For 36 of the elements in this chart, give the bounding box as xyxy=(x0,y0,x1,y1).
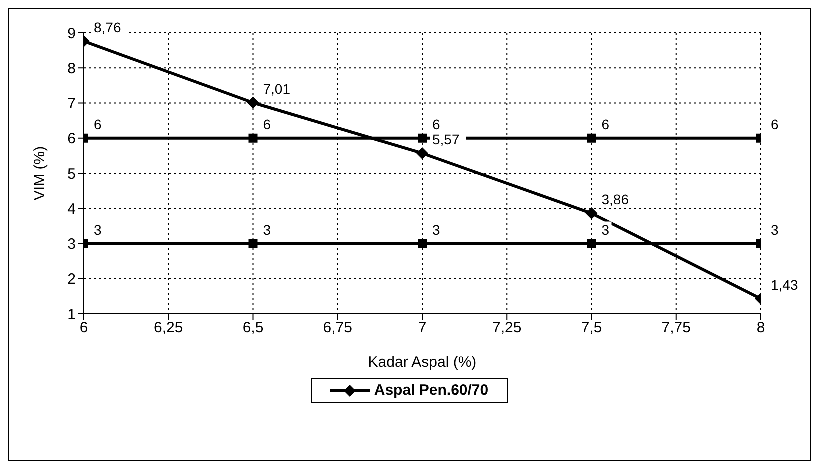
y-tick-label: 6 xyxy=(68,130,76,148)
data-label: 3 xyxy=(263,222,272,238)
data-label: 6 xyxy=(771,116,779,132)
x-tick-label: 6,5 xyxy=(242,320,264,337)
data-label: 3 xyxy=(602,222,610,238)
x-tick-label: 7,5 xyxy=(581,320,602,337)
x-tick-label: 7,75 xyxy=(662,320,691,337)
x-tick-label: 7 xyxy=(418,320,427,337)
x-tick-label: 6 xyxy=(80,320,88,337)
y-tick-label: 3 xyxy=(68,236,76,254)
y-tick-label: 1 xyxy=(68,306,76,324)
y-tick-label: 8 xyxy=(68,60,76,78)
data-label: 3 xyxy=(94,222,102,238)
legend-label: Aspal Pen.60/70 xyxy=(374,382,489,399)
y-axis-title: VIM (%) xyxy=(31,146,48,201)
x-tick-label: 6,25 xyxy=(154,320,184,337)
data-label: 3 xyxy=(432,222,440,238)
x-tick-label: 7,25 xyxy=(492,320,522,337)
data-label: 5,57 xyxy=(432,131,460,148)
data-label: 6 xyxy=(263,116,272,132)
x-axis-title: Kadar Aspal (%) xyxy=(368,354,477,371)
data-label: 7,01 xyxy=(263,80,291,97)
data-label: 3 xyxy=(771,222,779,238)
y-tick-label: 4 xyxy=(68,200,76,218)
data-label: 6 xyxy=(432,116,440,132)
data-label: 6 xyxy=(602,116,610,132)
y-tick-label: 5 xyxy=(68,166,76,183)
x-tick-label: 8 xyxy=(756,320,766,337)
data-label: 6 xyxy=(94,116,102,132)
y-tick-label: 9 xyxy=(68,25,76,42)
y-tick-label: 7 xyxy=(68,96,76,113)
data-label: 1,43 xyxy=(771,276,798,293)
x-tick-label: 6,75 xyxy=(323,320,352,337)
data-label: 3,86 xyxy=(602,192,630,208)
y-tick-label: 2 xyxy=(68,271,76,288)
data-label: 8,76 xyxy=(94,19,122,36)
